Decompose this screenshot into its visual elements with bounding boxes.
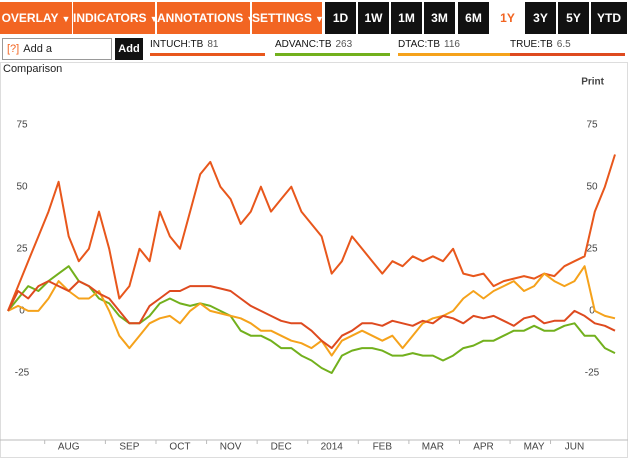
legend-price: 263	[335, 39, 353, 50]
series-line	[7, 154, 616, 312]
range-button[interactable]: YTD	[591, 2, 627, 34]
menu-label: INDICATORS	[73, 11, 147, 25]
comparison-input[interactable]: [?] Add a Comparison	[2, 38, 112, 75]
range-button[interactable]: 3Y	[525, 2, 556, 34]
y-tick-label-right: 0	[589, 306, 595, 317]
series-line	[7, 280, 616, 350]
legend-name: INTUCH:TB	[150, 39, 204, 50]
dropdown-arrow: ▼	[315, 14, 324, 24]
range-button[interactable]: 3M	[424, 2, 455, 34]
range-button[interactable]: 5Y	[558, 2, 589, 34]
menu-button[interactable]: OVERLAY ▼	[0, 2, 72, 34]
chart: Print -25 -25 0 0 25 25 50 50 75 75 AUG SEP OCT NOV DE…	[0, 62, 628, 458]
legend-item: TRUE:TB 6.5	[510, 38, 625, 56]
range-button[interactable]: 1W	[358, 2, 389, 34]
series-line	[7, 265, 616, 374]
legend-price: 116	[444, 39, 460, 50]
legend-name: TRUE:TB	[510, 39, 553, 50]
legend-swatch	[510, 53, 625, 56]
menu-label: OVERLAY	[1, 11, 59, 25]
x-tick-label: SEP	[119, 442, 139, 453]
y-tick-label-right: 75	[586, 119, 598, 130]
help-icon[interactable]: [?]	[7, 43, 20, 55]
chart-frame	[0, 62, 628, 458]
range-button[interactable]: 1D	[325, 2, 356, 34]
x-tick-label: JUN	[565, 442, 584, 453]
menu-label: SETTINGS	[252, 11, 313, 25]
x-tick-label: 2014	[321, 442, 344, 453]
add-button[interactable]: Add	[115, 38, 143, 60]
legend-swatch	[275, 53, 390, 56]
x-tick-label: NOV	[220, 442, 242, 453]
menu-button[interactable]: ANNOTATIONS ▼	[157, 2, 255, 34]
dropdown-arrow: ▼	[246, 14, 256, 24]
menu-label: ANNOTATIONS	[157, 11, 244, 25]
menu-button[interactable]: SETTINGS ▼	[252, 2, 324, 34]
legend-name: DTAC:TB	[398, 39, 441, 50]
legend-price: 6.5	[556, 39, 571, 50]
legend-swatch	[150, 53, 265, 56]
x-tick-label: MAY	[524, 442, 545, 453]
placeholder: Add a Comparison	[3, 43, 63, 75]
legend-name: ADVANC:TB	[275, 39, 332, 50]
range-button[interactable]: 1M	[391, 2, 422, 34]
legend-item: ADVANC:TB 263	[275, 38, 390, 56]
dropdown-arrow: ▼	[149, 14, 159, 24]
y-tick-label: 0	[19, 306, 25, 317]
legend-price: 81	[207, 39, 219, 50]
series-line	[7, 265, 616, 357]
legend-swatch	[398, 53, 513, 56]
y-tick-label: 25	[16, 243, 28, 254]
print-link[interactable]: Print	[581, 77, 604, 88]
menu-button[interactable]: INDICATORS ▼	[73, 2, 158, 34]
y-tick-label: 75	[16, 119, 28, 130]
y-tick-label-right: 50	[586, 181, 598, 192]
x-tick-label: MAR	[422, 442, 444, 453]
y-tick-label-right: -25	[585, 368, 600, 379]
range-button[interactable]: 6M	[458, 2, 489, 34]
range-button[interactable]: 1Y	[492, 2, 523, 34]
x-tick-label: AUG	[58, 442, 80, 453]
y-tick-label: -25	[15, 368, 30, 379]
dropdown-arrow: ▼	[61, 14, 71, 24]
x-tick-label: APR	[473, 442, 494, 453]
y-tick-label-right: 25	[586, 243, 598, 254]
y-tick-label: 50	[16, 181, 28, 192]
x-tick-label: OCT	[169, 442, 190, 453]
legend-item: DTAC:TB 116	[398, 38, 513, 56]
x-tick-label: DEC	[271, 442, 292, 453]
legend-item: INTUCH:TB 81	[150, 38, 265, 56]
x-tick-label: FEB	[373, 442, 393, 453]
